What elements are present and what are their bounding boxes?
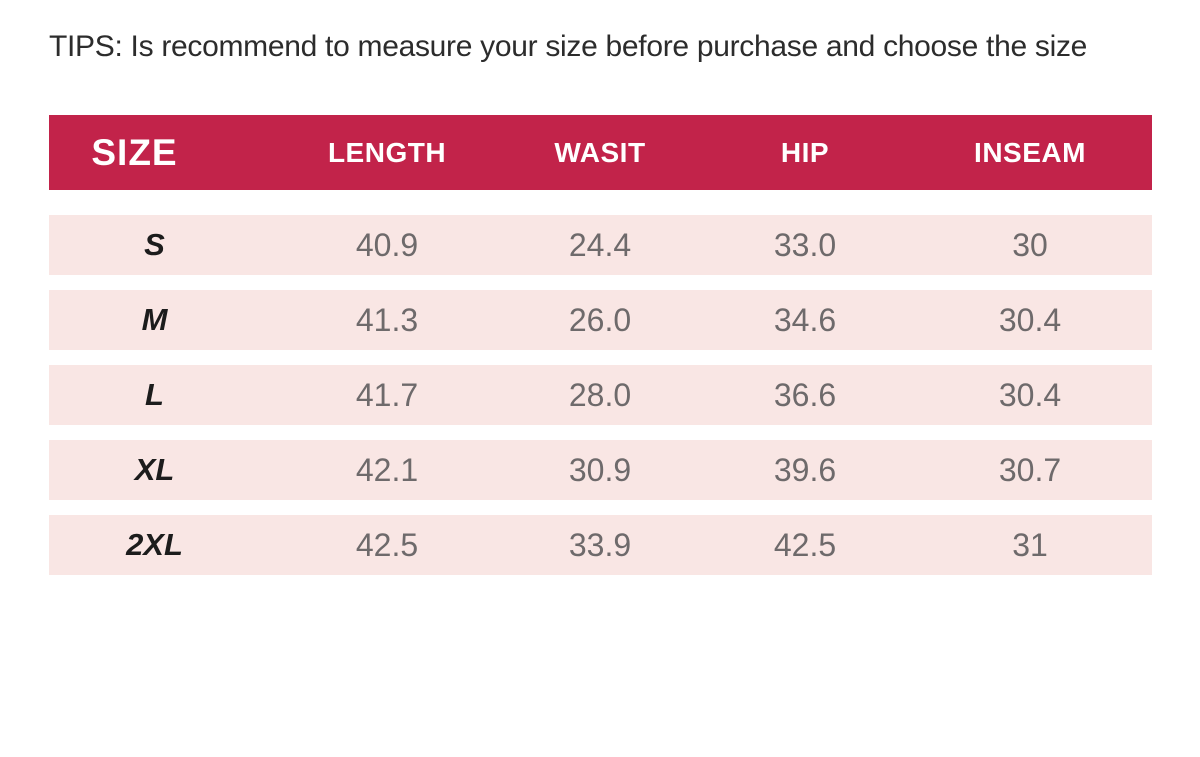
inseam-value: 30.4	[998, 301, 1062, 338]
hip-value: 39.6	[773, 451, 837, 488]
size-label: M	[141, 302, 168, 337]
table-row-m: M 41.3 26.0 34.6 30.4	[49, 290, 1152, 350]
length-value: 42.1	[355, 451, 419, 488]
column-header-inseam: INSEAM	[974, 136, 1086, 168]
size-chart-table: SIZE LENGTH WASIT HIP INSEAM S 40.9 24.4…	[49, 115, 1152, 575]
wasit-value: 30.9	[568, 451, 632, 488]
hip-value: 33.0	[773, 226, 837, 263]
size-label: 2XL	[126, 527, 183, 562]
length-value: 41.3	[355, 301, 419, 338]
wasit-value: 24.4	[568, 226, 632, 263]
table-header-row: SIZE LENGTH WASIT HIP INSEAM	[49, 115, 1152, 190]
column-header-wasit: WASIT	[554, 136, 646, 168]
hip-value: 34.6	[773, 301, 837, 338]
table-row-s: S 40.9 24.4 33.0 30	[49, 215, 1152, 275]
column-header-hip: HIP	[780, 136, 830, 168]
hip-value: 36.6	[773, 376, 837, 413]
tips-text: TIPS: Is recommend to measure your size …	[49, 30, 1088, 63]
table-row-l: L 41.7 28.0 36.6 30.4	[49, 365, 1152, 425]
table-row-xl: XL 42.1 30.9 39.6 30.7	[49, 440, 1152, 500]
inseam-value: 30.7	[998, 451, 1062, 488]
inseam-value: 30	[1012, 226, 1048, 263]
table-body: S 40.9 24.4 33.0 30 M 41.3 26.0 34.6 30.…	[49, 215, 1152, 575]
column-header-length: LENGTH	[327, 136, 447, 168]
length-value: 41.7	[355, 376, 419, 413]
size-label: L	[145, 377, 164, 412]
wasit-value: 33.9	[568, 526, 632, 563]
inseam-value: 31	[1012, 526, 1048, 563]
length-value: 40.9	[355, 226, 419, 263]
size-label: XL	[134, 452, 175, 487]
length-value: 42.5	[355, 526, 419, 563]
column-header-size: SIZE	[91, 131, 178, 173]
inseam-value: 30.4	[998, 376, 1062, 413]
table-row-2xl: 2XL 42.5 33.9 42.5 31	[49, 515, 1152, 575]
hip-value: 42.5	[773, 526, 837, 563]
size-label: S	[144, 227, 165, 262]
wasit-value: 28.0	[568, 376, 632, 413]
wasit-value: 26.0	[568, 301, 632, 338]
